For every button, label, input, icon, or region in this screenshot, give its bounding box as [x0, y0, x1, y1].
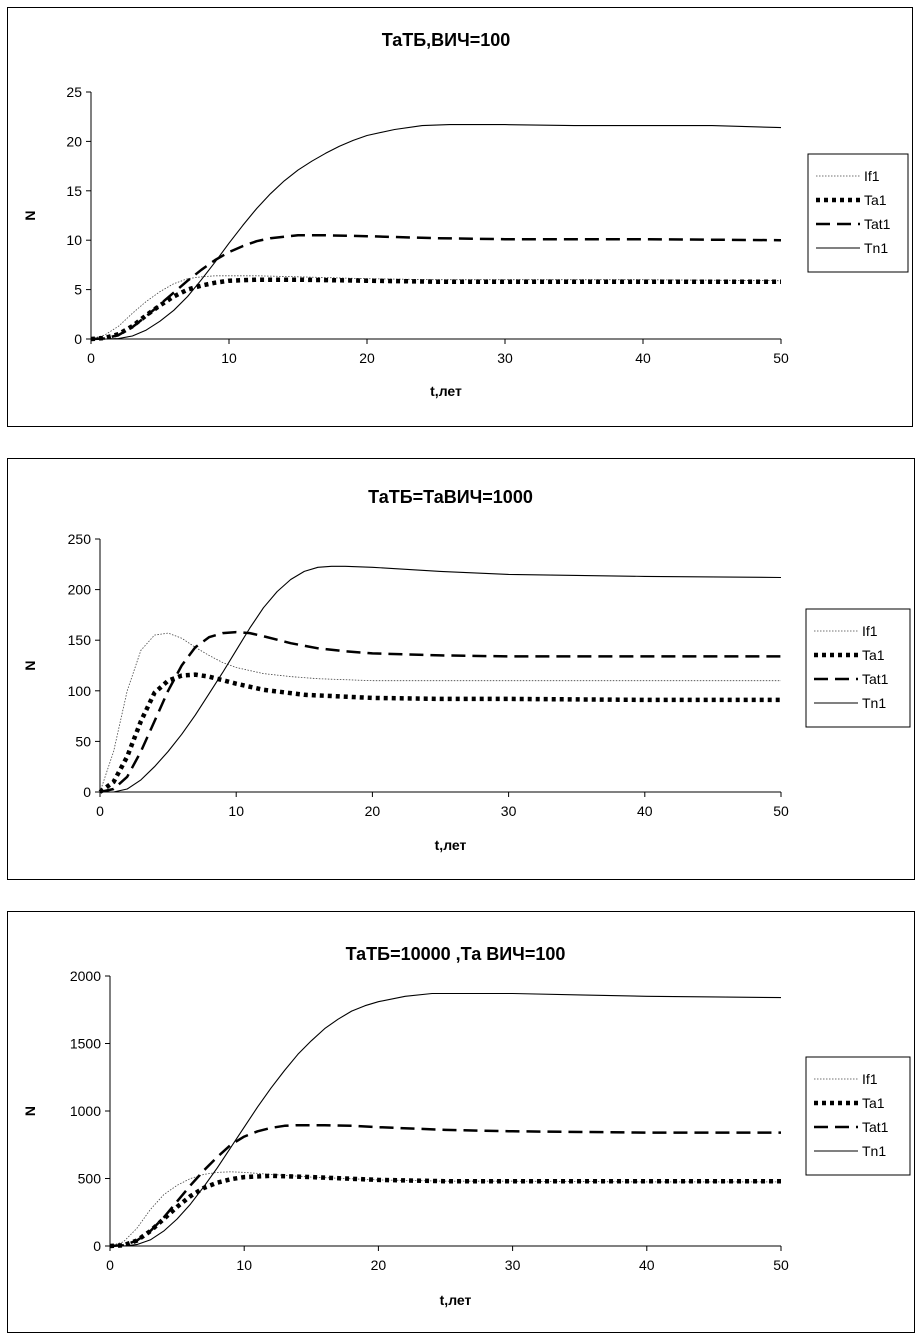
x-tick-label: 50: [773, 1257, 789, 1273]
y-tick-label: 1500: [70, 1036, 101, 1052]
x-tick-label: 40: [639, 1257, 655, 1273]
x-tick-label: 50: [773, 803, 789, 819]
x-tick-label: 10: [221, 350, 237, 366]
legend-label-tn1: Tn1: [862, 695, 886, 711]
y-tick-label: 10: [66, 232, 82, 248]
x-axis-title: t,лет: [440, 1292, 472, 1308]
legend: If1 Ta1 Tat1 Tn1: [805, 1056, 911, 1176]
x-tick-label: 30: [501, 803, 517, 819]
series-line-if1: [99, 632, 781, 793]
legend-box: [805, 1056, 911, 1176]
series-line-if1: [109, 1171, 781, 1247]
chart-svg-1: ТаТБ,ВИЧ=100 0 5 10 15 20 25 0 10 20 30 40 50 t,лет N I…: [22, 30, 909, 399]
legend-label-tat1: Tat1: [862, 1119, 889, 1135]
x-tick-label: 30: [505, 1257, 521, 1273]
y-tick-label: 200: [68, 582, 92, 598]
chart-panel-1: ТаТБ,ВИЧ=100 0 5 10 15 20 25 0 10 20 30 40 50 t,лет N I…: [7, 7, 913, 427]
x-tick-label: 0: [87, 350, 95, 366]
series-line-ta1: [98, 672, 781, 794]
legend-label-tat1: Tat1: [862, 671, 889, 687]
y-tick-label: 50: [75, 733, 91, 749]
y-tick-label: 0: [83, 784, 91, 800]
series-line-ta1: [90, 277, 781, 342]
legend: If1 Ta1 Tat1 Tn1: [807, 153, 909, 273]
y-tick-label: 150: [68, 632, 92, 648]
y-axis-title: N: [22, 660, 38, 670]
x-tick-label: 0: [106, 1257, 114, 1273]
y-axis-title: N: [22, 1106, 38, 1116]
chart-panel-3: ТаТБ=10000 ,Та ВИЧ=100 0 500 1000 1500 2000 0 1…: [7, 911, 915, 1333]
x-tick-label: 20: [359, 350, 375, 366]
chart-svg-3: ТаТБ=10000 ,Та ВИЧ=100 0 500 1000 1500 2000 0 1…: [22, 944, 911, 1308]
x-tick-label: 40: [637, 803, 653, 819]
legend: If1 Ta1 Tat1 Tn1: [805, 608, 911, 728]
chart-title: ТаТБ=ТаВИЧ=1000: [368, 487, 533, 507]
x-tick-label: 30: [497, 350, 513, 366]
chart-svg-2: ТаТБ=ТаВИЧ=1000 0 50 100 150 200 250 0 10 20 30 40 5…: [22, 487, 911, 853]
legend-label-if1: If1: [862, 1071, 878, 1087]
legend-label-tat1: Tat1: [864, 216, 891, 232]
y-tick-label: 250: [68, 531, 92, 547]
y-tick-label: 20: [66, 133, 82, 149]
x-tick-label: 40: [635, 350, 651, 366]
legend-label-ta1: Ta1: [864, 192, 887, 208]
series-line-if1: [90, 275, 782, 340]
x-tick-label: 10: [236, 1257, 252, 1273]
y-tick-label: 100: [68, 683, 92, 699]
y-tick-label: 2000: [70, 968, 101, 984]
series-line-tat1: [109, 1123, 781, 1248]
x-axis-title: t,лет: [435, 837, 467, 853]
legend-label-if1: If1: [864, 168, 880, 184]
x-tick-label: 20: [365, 803, 381, 819]
x-tick-label: 10: [228, 803, 244, 819]
y-tick-label: 0: [93, 1238, 101, 1254]
y-tick-label: 15: [66, 183, 82, 199]
legend-box: [805, 608, 911, 728]
legend-label-tn1: Tn1: [864, 240, 888, 256]
y-tick-label: 500: [78, 1171, 102, 1187]
y-axis-title: N: [22, 210, 38, 220]
x-axis-title: t,лет: [430, 383, 462, 399]
chart-panel-2: ТаТБ=ТаВИЧ=1000 0 50 100 150 200 250 0 10 20 30 40 5…: [7, 458, 915, 880]
legend-label-tn1: Tn1: [862, 1143, 886, 1159]
legend-label-ta1: Ta1: [862, 1095, 885, 1111]
series-line-tat1: [99, 630, 781, 794]
x-tick-label: 50: [773, 350, 789, 366]
x-tick-label: 20: [371, 1257, 387, 1273]
series-line-tn1: [100, 565, 782, 793]
y-tick-label: 0: [74, 331, 82, 347]
x-tick-label: 0: [96, 803, 104, 819]
y-tick-label: 1000: [70, 1103, 101, 1119]
legend-box: [807, 153, 909, 273]
y-tick-label: 5: [74, 282, 82, 298]
chart-title: ТаТБ=10000 ,Та ВИЧ=100: [346, 944, 566, 964]
series-line-tn1: [110, 992, 782, 1247]
legend-label-if1: If1: [862, 623, 878, 639]
series-line-tn1: [91, 124, 782, 340]
chart-title: ТаТБ,ВИЧ=100: [382, 30, 511, 50]
series-line-tat1: [90, 234, 782, 341]
series-line-ta1: [109, 1173, 781, 1249]
legend-label-ta1: Ta1: [862, 647, 885, 663]
y-tick-label: 25: [66, 84, 82, 100]
